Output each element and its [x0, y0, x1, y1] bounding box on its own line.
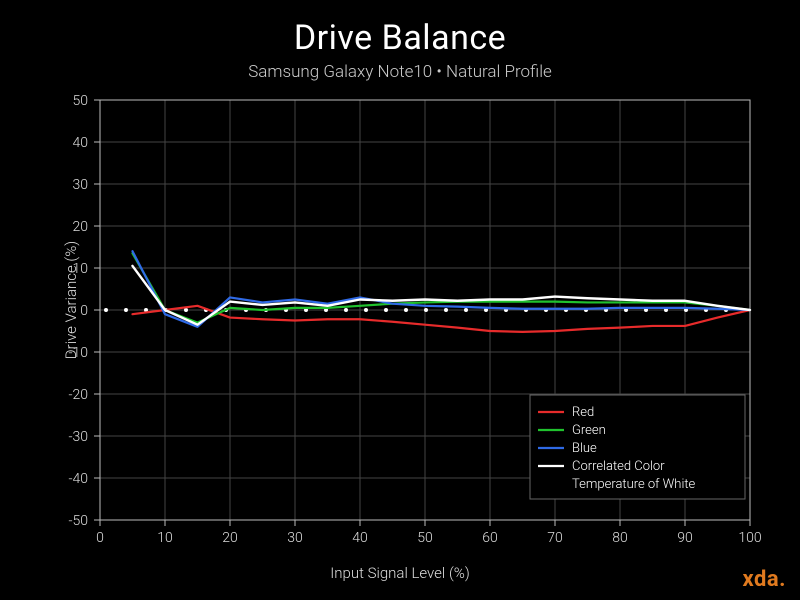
svg-text:90: 90 [677, 530, 693, 546]
svg-text:-10: -10 [68, 345, 88, 361]
chart-container: Drive Balance Samsung Galaxy Note10 • Na… [0, 0, 800, 600]
svg-text:50: 50 [72, 93, 88, 109]
svg-text:Correlated Color: Correlated Color [572, 459, 665, 474]
svg-text:30: 30 [72, 177, 88, 193]
svg-text:Red: Red [572, 405, 594, 420]
svg-text:30: 30 [287, 530, 303, 546]
svg-text:70: 70 [547, 530, 563, 546]
svg-text:Temperature of White: Temperature of White [572, 477, 696, 492]
svg-text:20: 20 [222, 530, 238, 546]
svg-text:40: 40 [72, 135, 88, 151]
brand-watermark: xda. [742, 567, 786, 592]
svg-text:10: 10 [157, 530, 173, 546]
svg-text:80: 80 [612, 530, 628, 546]
svg-text:100: 100 [738, 530, 761, 546]
svg-text:50: 50 [417, 530, 433, 546]
svg-text:Blue: Blue [572, 441, 597, 456]
chart-plot: 0 10 20 30 40 50 60 70 80 90 100 -50 -40 -30 -20 -10 0 10… [0, 0, 800, 600]
brand-dot: . [779, 567, 786, 592]
svg-text:-20: -20 [68, 387, 88, 403]
svg-text:40: 40 [352, 530, 368, 546]
svg-text:-30: -30 [68, 429, 88, 445]
svg-text:-50: -50 [68, 513, 88, 529]
brand-text: xda [742, 567, 779, 592]
svg-text:10: 10 [72, 261, 88, 277]
svg-text:20: 20 [72, 219, 88, 235]
svg-text:Green: Green [572, 423, 606, 438]
svg-text:-40: -40 [68, 471, 88, 487]
svg-text:0: 0 [96, 530, 104, 546]
svg-text:0: 0 [80, 303, 88, 319]
svg-text:60: 60 [482, 530, 498, 546]
